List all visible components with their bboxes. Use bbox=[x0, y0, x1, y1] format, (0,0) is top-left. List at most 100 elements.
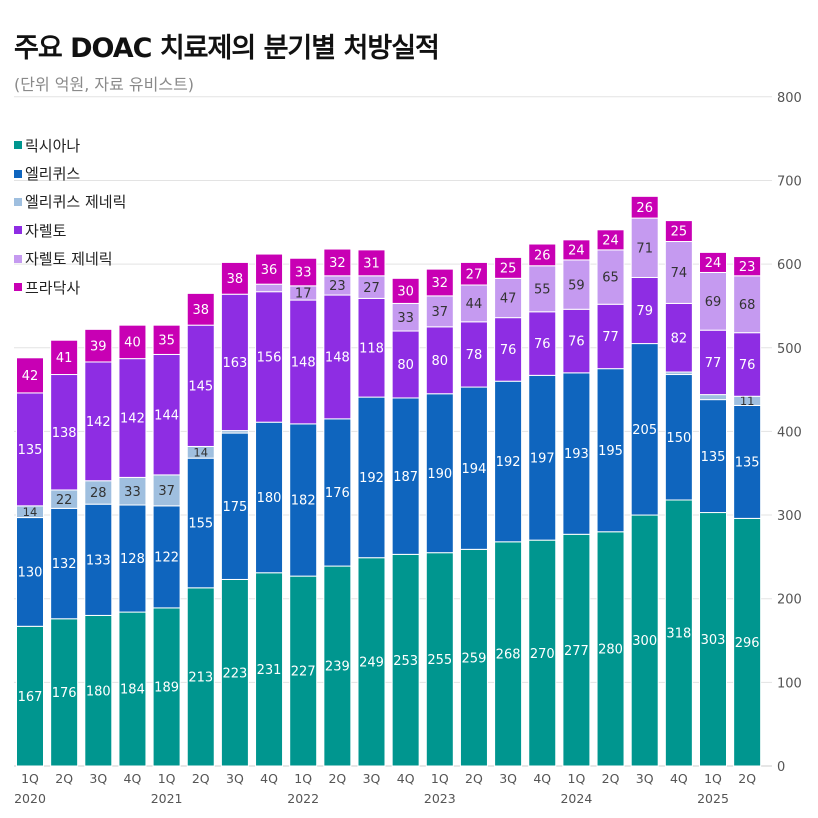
data-label: 78 bbox=[466, 348, 483, 363]
bar-segment bbox=[664, 374, 693, 501]
bar-segment bbox=[391, 397, 420, 555]
data-label: 76 bbox=[739, 358, 756, 373]
data-label: 268 bbox=[496, 648, 521, 663]
bar-segment bbox=[596, 368, 625, 533]
data-label: 133 bbox=[86, 553, 111, 568]
data-label: 11 bbox=[740, 394, 755, 408]
y-tick-label: 100 bbox=[777, 676, 802, 691]
data-label: 303 bbox=[701, 633, 726, 648]
data-label: 14 bbox=[193, 445, 208, 459]
bar-segment bbox=[220, 293, 249, 432]
bar-segment bbox=[391, 277, 420, 304]
bar-segment bbox=[186, 587, 215, 767]
x-tick-label: 3Q bbox=[636, 771, 654, 786]
data-label: 128 bbox=[120, 552, 145, 567]
data-label: 79 bbox=[636, 304, 653, 319]
data-label: 163 bbox=[222, 356, 247, 371]
data-label: 55 bbox=[534, 282, 551, 297]
y-tick-label: 0 bbox=[777, 760, 785, 775]
bar-segment bbox=[118, 611, 147, 767]
bar-segment bbox=[630, 343, 659, 516]
legend-swatch bbox=[14, 169, 22, 178]
data-label: 253 bbox=[393, 654, 418, 669]
x-tick-label: 4Q bbox=[260, 771, 278, 786]
bar-segment bbox=[220, 432, 249, 580]
bar-segment bbox=[630, 195, 659, 219]
x-tick-label: 2Q bbox=[55, 771, 73, 786]
x-tick-label: 2Q bbox=[192, 771, 210, 786]
bar-segment bbox=[50, 339, 79, 376]
bar-segment bbox=[323, 248, 352, 277]
data-label: 197 bbox=[530, 451, 555, 466]
legend-label: 자렐토 bbox=[25, 221, 67, 240]
bar-segment bbox=[425, 393, 454, 554]
data-label: 32 bbox=[329, 256, 346, 271]
bar-segment bbox=[357, 396, 386, 559]
y-tick-label: 600 bbox=[777, 258, 802, 273]
bar-segment bbox=[118, 476, 147, 506]
data-label: 142 bbox=[86, 415, 111, 430]
data-label: 59 bbox=[568, 278, 585, 293]
data-label: 25 bbox=[500, 262, 517, 277]
bar-segment bbox=[699, 399, 727, 514]
data-label: 132 bbox=[52, 557, 77, 572]
bar-segment bbox=[84, 328, 113, 363]
bar-segment bbox=[84, 614, 113, 767]
data-label: 33 bbox=[295, 266, 312, 281]
bar-segment bbox=[528, 311, 557, 376]
year-label: 2020 bbox=[14, 791, 46, 806]
data-label: 145 bbox=[188, 379, 213, 394]
data-label: 31 bbox=[363, 257, 380, 272]
data-label: 80 bbox=[432, 354, 449, 369]
data-label: 195 bbox=[598, 444, 623, 459]
legend-swatch bbox=[14, 283, 22, 292]
bar-segment bbox=[733, 256, 762, 277]
bar-segment bbox=[733, 517, 762, 767]
data-label: 76 bbox=[568, 335, 585, 350]
bar-segment bbox=[596, 249, 625, 305]
data-label: 138 bbox=[52, 426, 77, 441]
x-tick-label: 3Q bbox=[363, 771, 381, 786]
data-label: 205 bbox=[632, 423, 657, 438]
data-label: 17 bbox=[295, 287, 312, 302]
data-label: 277 bbox=[564, 644, 589, 659]
data-label: 36 bbox=[261, 263, 278, 278]
data-label: 82 bbox=[671, 331, 688, 346]
data-label: 227 bbox=[291, 665, 316, 680]
bar-segment bbox=[255, 283, 284, 293]
bar-segment bbox=[357, 557, 386, 767]
data-label: 24 bbox=[705, 256, 722, 271]
year-label: 2023 bbox=[424, 791, 456, 806]
data-label: 255 bbox=[427, 653, 452, 668]
bar-segment bbox=[220, 261, 249, 295]
data-label: 190 bbox=[427, 467, 452, 482]
data-label: 40 bbox=[124, 336, 141, 351]
bar-segment bbox=[494, 277, 523, 319]
bar-segment bbox=[699, 251, 727, 273]
bar-segment bbox=[459, 548, 488, 767]
data-label: 24 bbox=[602, 234, 619, 249]
data-label: 148 bbox=[325, 351, 350, 366]
data-label: 14 bbox=[23, 505, 38, 519]
bar-segment bbox=[357, 297, 386, 398]
data-label: 223 bbox=[222, 666, 247, 681]
legend-label: 프라닥사 bbox=[25, 278, 81, 297]
data-label: 74 bbox=[671, 266, 688, 281]
data-label: 71 bbox=[636, 241, 653, 256]
bar-segment bbox=[391, 330, 420, 399]
data-label: 33 bbox=[397, 311, 414, 326]
data-label: 182 bbox=[291, 494, 316, 509]
bar-segment bbox=[357, 249, 386, 277]
x-tick-label: 2Q bbox=[328, 771, 346, 786]
bar-segment bbox=[664, 220, 693, 243]
data-label: 22 bbox=[56, 493, 73, 508]
y-tick-label: 200 bbox=[777, 593, 802, 608]
legend-label: 엘리퀴스 제네릭 bbox=[25, 193, 127, 212]
bar-segment bbox=[84, 503, 113, 616]
data-label: 144 bbox=[154, 408, 179, 423]
bar-segment bbox=[699, 512, 727, 767]
bar-segment bbox=[50, 374, 79, 491]
data-label: 150 bbox=[666, 431, 691, 446]
data-label: 33 bbox=[124, 485, 141, 500]
bar-segment bbox=[391, 553, 420, 767]
